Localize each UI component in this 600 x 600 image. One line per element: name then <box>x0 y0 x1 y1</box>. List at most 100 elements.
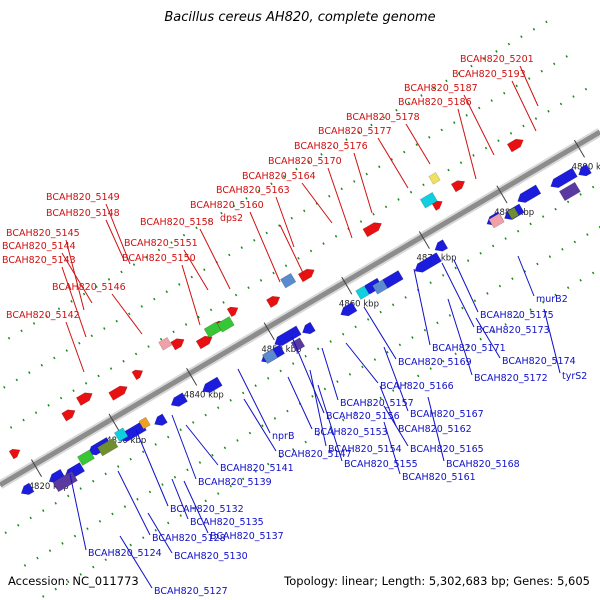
gene-label-reverse: BCAH820_5135 <box>190 517 264 528</box>
gene-label-reverse: BCAH820_5174 <box>502 356 576 367</box>
label-leader-reverse <box>345 342 379 384</box>
gene-label-reverse: BCAH820_5124 <box>88 548 162 559</box>
feature-box <box>261 348 279 364</box>
reverse-gene-arrow <box>154 413 168 426</box>
gene-label-reverse: murB2 <box>536 294 568 305</box>
gene-label-forward: BCAH820_5160 <box>190 200 264 211</box>
feature-box <box>280 272 297 289</box>
label-leader-reverse <box>379 385 397 427</box>
tick-mark <box>573 139 586 158</box>
label-leader-reverse <box>119 535 153 589</box>
gene-label-reverse: BCAH820_5137 <box>210 531 284 542</box>
gene-label-forward: BCAH820_5143 <box>2 255 76 266</box>
gene-label-reverse: BCAH820_5127 <box>154 586 228 597</box>
forward-gene-arrow <box>61 409 76 422</box>
label-leader-reverse <box>291 336 325 414</box>
gene-label-forward: BCAH820_5142 <box>6 310 80 321</box>
label-leader-forward <box>463 94 495 156</box>
gene-label-reverse: nprB <box>272 431 294 442</box>
gene-label-reverse: BCAH820_5166 <box>380 381 454 392</box>
reverse-gene-arrow <box>340 301 358 317</box>
reverse-gene-arrow <box>434 239 449 252</box>
genome-backbone <box>0 129 600 488</box>
gene-label-forward: BCAH820_5151 <box>124 238 198 249</box>
gene-label-reverse: BCAH820_5132 <box>170 504 244 515</box>
guide-line <box>0 50 577 392</box>
label-leader-forward <box>111 293 143 335</box>
gene-label-reverse: BCAH820_5157 <box>340 398 414 409</box>
feature-box <box>558 181 581 202</box>
label-leader-forward <box>181 264 201 326</box>
label-leader-reverse <box>453 259 479 313</box>
feature-box <box>158 336 173 351</box>
label-leader-reverse <box>287 376 313 430</box>
forward-gene-arrow <box>8 448 21 460</box>
label-leader-reverse <box>363 306 397 360</box>
gene-label-reverse: BCAH820_5175 <box>480 310 554 321</box>
label-leader-reverse <box>185 424 219 466</box>
label-leader-forward <box>327 167 353 239</box>
tick-mark <box>186 368 198 386</box>
label-leader-reverse <box>243 398 277 452</box>
gene-label-reverse: BCAH820_5156 <box>326 411 400 422</box>
label-leader-reverse <box>383 421 401 475</box>
tick-mark <box>108 413 120 432</box>
gene-label-reverse: BCAH820_5153 <box>314 427 388 438</box>
gene-label-forward: BCAH820_5187 <box>404 83 478 94</box>
label-leader-reverse <box>321 347 339 401</box>
label-leader-reverse <box>427 396 445 462</box>
label-leader-reverse <box>383 405 409 447</box>
forward-gene-arrow <box>450 180 466 193</box>
gene-label-forward: BCAH820_5146 <box>52 282 126 293</box>
gene-label-reverse: BCAH820_5147 <box>278 449 352 460</box>
label-leader-reverse <box>237 368 271 434</box>
feature-box <box>419 192 438 209</box>
label-leader-forward <box>61 252 93 304</box>
label-leader-reverse <box>309 369 327 447</box>
gene-label-reverse: BCAH820_5168 <box>446 459 520 470</box>
gene-label-reverse: BCAH820_5162 <box>398 424 472 435</box>
reverse-gene-arrow <box>517 184 542 203</box>
tick-mark <box>496 185 508 204</box>
gene-label-reverse: BCAH820_5130 <box>174 551 248 562</box>
forward-gene-arrow <box>506 138 524 153</box>
label-leader-forward <box>519 65 539 107</box>
reverse-gene-arrow <box>274 325 302 346</box>
forward-gene-arrow <box>75 392 93 406</box>
label-leader-reverse <box>135 429 169 507</box>
gene-label-forward: BCAH820_5193 <box>452 69 526 80</box>
gene-label-reverse: BCAH820_5155 <box>344 459 418 470</box>
gene-label-forward: BCAH820_5177 <box>318 126 392 137</box>
accession-label: Accession: NC_011773 <box>8 574 139 588</box>
forward-gene-arrow <box>362 222 382 238</box>
label-leader-reverse <box>475 317 501 359</box>
label-leader-forward <box>105 219 125 261</box>
feature-box <box>52 470 78 493</box>
forward-gene-arrow <box>226 306 239 318</box>
label-leader-forward <box>457 108 477 180</box>
tick-mark <box>31 459 43 478</box>
tick-label: 4820 kbp <box>29 482 69 492</box>
label-leader-forward <box>65 321 85 373</box>
gene-label-reverse: BCAH820_5128 <box>152 533 226 544</box>
feature-box <box>355 285 370 300</box>
forward-gene-arrow <box>131 369 144 381</box>
map-title: Bacillus cereus AH820, complete genome <box>164 10 436 25</box>
gene-label-forward: BCAH820_5170 <box>268 156 342 167</box>
gene-label-forward: dps2 <box>220 213 243 224</box>
label-leader-reverse <box>171 478 189 520</box>
feature-box <box>113 427 129 442</box>
gene-label-forward: BCAH820_5201 <box>460 54 534 65</box>
label-leader-reverse <box>117 470 151 536</box>
gene-label-reverse: BCAH820_5167 <box>410 409 484 420</box>
tick-mark <box>263 322 275 341</box>
gene-label-reverse: BCAH820_5169 <box>398 357 472 368</box>
gene-label-forward: BCAH820_5144 <box>2 241 76 252</box>
feature-box <box>488 213 505 229</box>
label-leader-forward <box>249 211 281 283</box>
feature-box <box>371 279 389 295</box>
gene-label-forward: BCAH820_5158 <box>140 217 214 228</box>
label-leader-reverse <box>517 255 535 297</box>
